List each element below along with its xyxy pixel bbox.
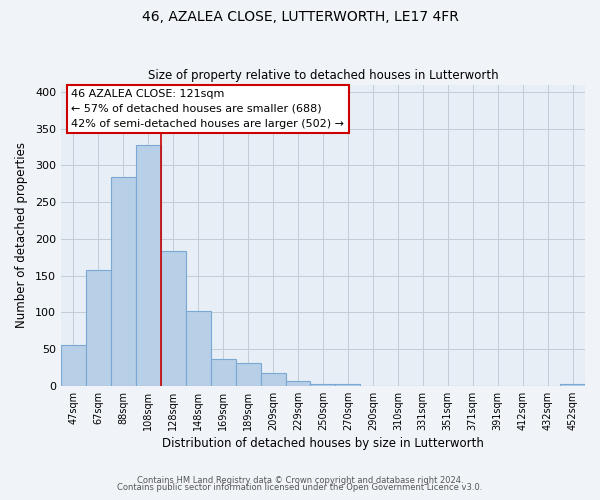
Text: Contains public sector information licensed under the Open Government Licence v3: Contains public sector information licen… (118, 484, 482, 492)
Text: 46, AZALEA CLOSE, LUTTERWORTH, LE17 4FR: 46, AZALEA CLOSE, LUTTERWORTH, LE17 4FR (142, 10, 458, 24)
Text: 46 AZALEA CLOSE: 121sqm
← 57% of detached houses are smaller (688)
42% of semi-d: 46 AZALEA CLOSE: 121sqm ← 57% of detache… (71, 89, 344, 128)
Bar (236, 363, 260, 386)
Bar (211, 358, 236, 386)
Y-axis label: Number of detached properties: Number of detached properties (15, 142, 28, 328)
Bar (61, 346, 86, 386)
Bar (111, 177, 136, 386)
Bar (136, 145, 161, 386)
Bar (161, 250, 186, 386)
Bar (560, 384, 585, 386)
Bar (286, 382, 310, 386)
Bar (310, 384, 335, 386)
Bar (86, 270, 111, 386)
X-axis label: Distribution of detached houses by size in Lutterworth: Distribution of detached houses by size … (162, 437, 484, 450)
Bar (186, 311, 211, 386)
Title: Size of property relative to detached houses in Lutterworth: Size of property relative to detached ho… (148, 69, 498, 82)
Text: Contains HM Land Registry data © Crown copyright and database right 2024.: Contains HM Land Registry data © Crown c… (137, 476, 463, 485)
Bar (260, 372, 286, 386)
Bar (335, 384, 361, 386)
